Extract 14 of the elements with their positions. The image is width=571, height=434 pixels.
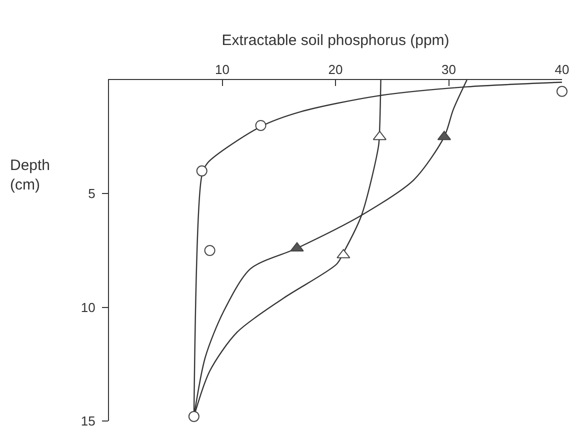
x-tick-label: 20 [328, 62, 343, 77]
y-axis-title: Depth (cm) [10, 157, 50, 194]
x-tick-label: 10 [215, 62, 230, 77]
point [556, 86, 568, 97]
x-tick-label: 40 [554, 62, 570, 77]
y-tick-label: 5 [88, 186, 96, 202]
point [204, 245, 216, 256]
y-tick-label: 10 [80, 300, 96, 315]
x-tick-label: 30 [442, 62, 456, 77]
point [196, 165, 208, 176]
x-axis-title: Extractable soil phosphorus (ppm) [222, 32, 450, 50]
y-tick-label: 15 [80, 414, 96, 429]
point [188, 410, 200, 422]
point [255, 120, 266, 131]
